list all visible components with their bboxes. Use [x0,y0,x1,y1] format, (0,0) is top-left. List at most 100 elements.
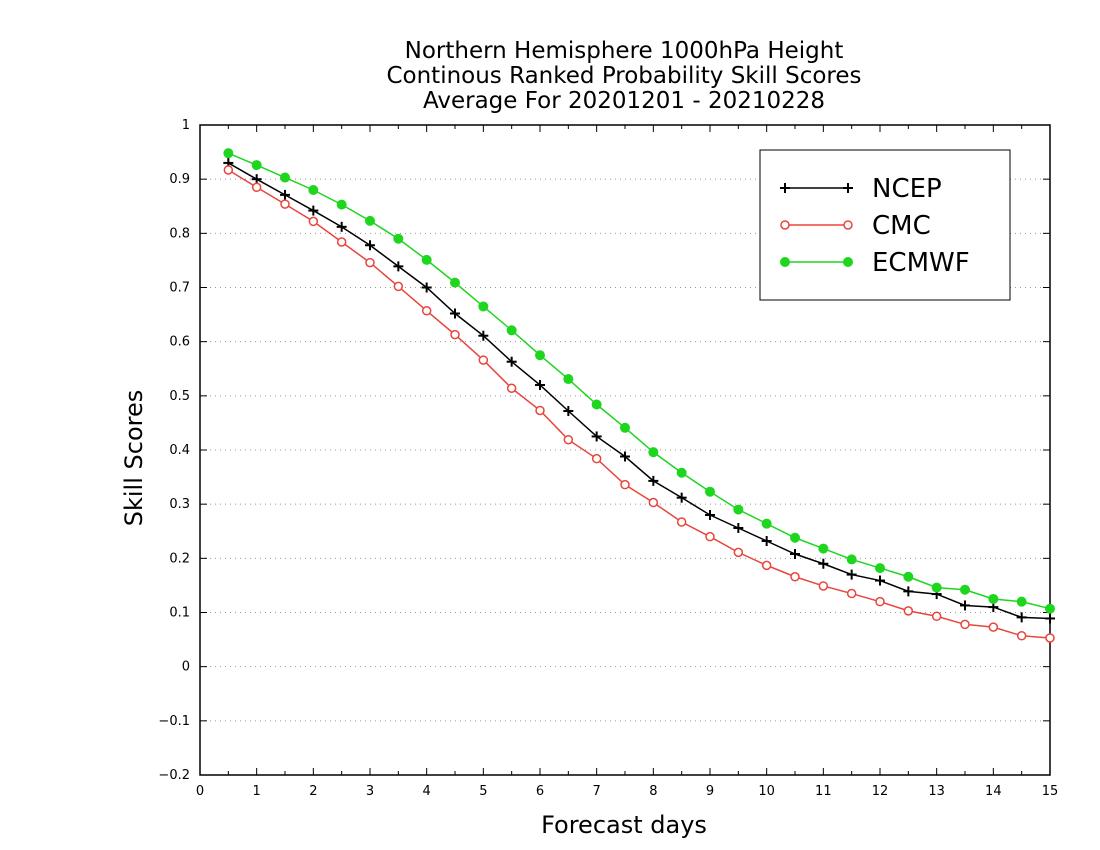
data-point [506,383,517,393]
legend-entry: CMC [780,211,931,241]
data-point [450,308,460,319]
data-point [535,350,545,361]
data-point [1016,596,1027,607]
data-point [988,622,999,632]
data-point [336,199,347,210]
data-point [506,356,517,367]
y-tick-label: 1 [182,118,190,133]
data-point [421,254,432,265]
y-axis-label: Skill Scores [120,390,148,527]
x-tick-label: 0 [196,784,204,799]
data-point [506,325,517,336]
data-point [563,406,574,416]
data-point [931,611,942,622]
x-tick-label: 8 [649,784,657,799]
data-point [761,560,772,571]
data-point [1016,612,1027,623]
data-point [780,220,790,230]
data-point [875,563,885,574]
data-point [280,172,290,183]
data-point [591,399,602,410]
data-point [818,558,829,569]
data-point [790,549,800,559]
legend-label: CMC [872,211,931,241]
data-point [846,554,857,565]
y-tick-label: 0.9 [169,172,190,187]
data-point [308,216,319,227]
data-point [365,257,375,268]
data-point [1016,631,1027,641]
x-tick-label: 1 [253,784,261,799]
data-point [790,572,800,582]
data-point [676,492,687,503]
data-point [393,281,404,292]
y-tick-label: 0.4 [169,443,190,458]
x-tick-label: 12 [872,784,889,799]
legend-label: ECMWF [872,248,970,278]
x-tick-label: 9 [706,784,714,799]
data-point [251,174,262,185]
data-point [676,517,687,527]
y-axis: 1 0.9 0.8 0.7 0.6 0.5 0.4 0.3 0.2 0.1 0 −0.1 −0.2 [158,118,1050,783]
data-point [960,619,970,630]
data-point [620,451,630,462]
data-point [705,486,715,497]
y-tick-label: 0.3 [169,497,190,512]
x-tick-label: 7 [593,784,601,799]
y-tick-label: 0.6 [169,335,190,350]
data-point [223,148,234,159]
data-point [648,447,659,458]
data-point [818,581,829,591]
data-point [393,233,404,244]
data-point [365,215,375,226]
y-tick-label: 0.2 [169,551,190,566]
series-ecmwf [223,148,1055,614]
x-tick-label: 5 [479,784,487,799]
data-point [591,453,602,464]
data-point [535,380,545,390]
data-point [780,183,790,193]
y-tick-label: −0.1 [158,714,190,729]
data-point [960,584,970,595]
data-point [251,160,262,171]
data-point [648,475,659,486]
y-tick-label: −0.2 [158,768,190,783]
data-point [336,221,347,232]
x-axis-label: Forecast days [541,811,707,839]
data-point [733,504,744,515]
data-point [843,257,853,267]
data-point [846,569,857,580]
data-point [790,532,800,543]
legend-entry: NCEP [780,174,942,204]
data-point [903,586,914,597]
x-tick-label: 14 [985,784,1002,799]
data-point [843,220,853,230]
data-point [365,240,375,251]
data-point [280,199,290,209]
data-point [563,434,574,445]
y-tick-label: 0.7 [169,281,190,296]
data-point [223,165,234,175]
x-tick-label: 10 [758,784,775,799]
data-point [733,523,744,533]
legend-entry: ECMWF [780,248,970,278]
legend: NCEP CMC ECMWF [759,149,1011,301]
data-point [450,277,460,288]
x-tick-label: 15 [1042,784,1059,799]
data-point [450,329,460,340]
data-point [705,531,715,542]
data-point [761,536,772,546]
data-point [336,237,347,247]
data-point [875,596,885,607]
data-point [960,600,970,611]
data-point [280,189,290,200]
data-point [591,431,602,442]
chart-title: Northern Hemisphere 1000hPa HeightContin… [386,38,861,114]
series-line [228,152,1051,610]
x-tick-label: 6 [536,784,544,799]
data-point [818,543,829,554]
y-tick-label: 0.1 [169,606,190,621]
x-tick-label: 13 [928,784,945,799]
data-point [780,257,790,267]
series [223,148,1055,643]
